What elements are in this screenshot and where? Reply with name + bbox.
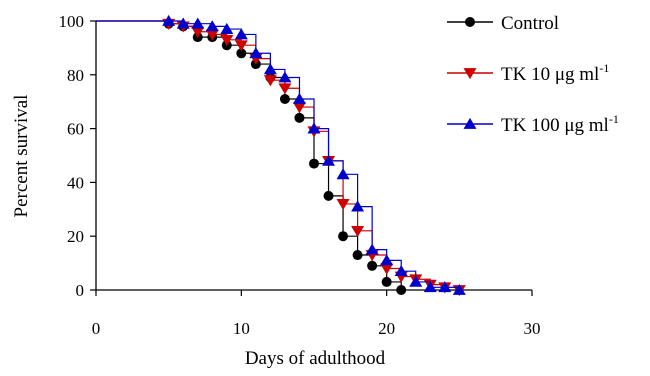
series-line bbox=[96, 20, 402, 290]
data-point bbox=[234, 40, 248, 52]
data-point bbox=[336, 199, 350, 211]
legend-marker bbox=[463, 117, 477, 129]
data-point bbox=[309, 158, 319, 169]
legend-item-0: Control bbox=[447, 13, 559, 34]
data-point bbox=[292, 102, 306, 114]
data-point bbox=[367, 260, 378, 271]
data-point bbox=[365, 243, 379, 255]
data-point bbox=[191, 26, 205, 38]
data-point bbox=[323, 190, 334, 201]
legend-label: TK 100 μg ml-1 bbox=[501, 112, 619, 136]
data-point bbox=[352, 250, 363, 261]
data-point bbox=[263, 63, 277, 75]
x-axis-label: Days of adulthood bbox=[245, 348, 386, 369]
axes: 0 20 40 60 80 100 0 10 20 30 bbox=[59, 12, 541, 338]
series-2 bbox=[96, 14, 466, 295]
data-point bbox=[278, 71, 292, 83]
data-point bbox=[338, 231, 349, 242]
series-0 bbox=[96, 18, 407, 295]
data-point bbox=[394, 264, 408, 277]
data-point bbox=[220, 34, 234, 47]
data-point bbox=[205, 20, 219, 32]
data-point bbox=[396, 285, 407, 295]
data-point bbox=[381, 276, 392, 287]
legend-label: Control bbox=[501, 13, 559, 34]
legend-label-main: TK 100 μg ml bbox=[501, 115, 609, 136]
series-layer bbox=[96, 14, 466, 297]
data-point bbox=[438, 281, 452, 293]
y-axis-label: Percent survival bbox=[11, 95, 32, 218]
series-1 bbox=[96, 18, 466, 297]
series-line bbox=[96, 20, 460, 290]
data-point bbox=[322, 154, 336, 166]
data-point bbox=[336, 168, 350, 180]
data-point bbox=[236, 48, 247, 59]
y-tick-label: 40 bbox=[67, 173, 84, 192]
data-point bbox=[307, 122, 321, 134]
legend-marker bbox=[465, 17, 475, 27]
data-point bbox=[380, 263, 394, 275]
data-point bbox=[234, 28, 248, 40]
x-tick-label: 10 bbox=[233, 319, 250, 338]
data-point bbox=[191, 17, 205, 29]
legend-marker bbox=[463, 68, 477, 80]
data-point bbox=[220, 22, 234, 34]
legend-label-superscript: -1 bbox=[609, 112, 619, 126]
y-tick-label: 0 bbox=[76, 281, 85, 300]
data-point bbox=[279, 94, 290, 105]
legend-item-1: TK 10 μg ml-1 bbox=[447, 61, 609, 85]
legend-label-main: TK 10 μg ml bbox=[501, 64, 599, 85]
data-point bbox=[380, 254, 394, 266]
data-point bbox=[452, 283, 466, 295]
legend-label-main: Control bbox=[501, 13, 559, 34]
data-point bbox=[409, 275, 423, 287]
x-tick-label: 20 bbox=[378, 319, 395, 338]
y-tick-label: 80 bbox=[67, 66, 84, 85]
data-point bbox=[176, 17, 190, 29]
legend-label: TK 10 μg ml-1 bbox=[501, 61, 609, 85]
data-point bbox=[263, 75, 277, 87]
data-point bbox=[292, 92, 306, 104]
data-point bbox=[351, 225, 365, 237]
series-line bbox=[96, 20, 460, 290]
legend-label-superscript: -1 bbox=[599, 61, 609, 75]
data-point bbox=[294, 112, 305, 123]
y-tick-label: 100 bbox=[59, 12, 85, 31]
data-point bbox=[162, 14, 176, 26]
x-tick-label: 0 bbox=[92, 319, 101, 338]
data-point bbox=[351, 200, 365, 212]
data-point bbox=[205, 29, 219, 41]
legend-item-2: TK 100 μg ml-1 bbox=[447, 112, 619, 136]
data-point bbox=[249, 47, 263, 59]
data-point bbox=[423, 281, 437, 293]
y-tick-label: 60 bbox=[67, 120, 84, 139]
y-tick-label: 20 bbox=[67, 227, 84, 246]
data-point bbox=[278, 83, 292, 95]
x-tick-label: 30 bbox=[524, 319, 541, 338]
